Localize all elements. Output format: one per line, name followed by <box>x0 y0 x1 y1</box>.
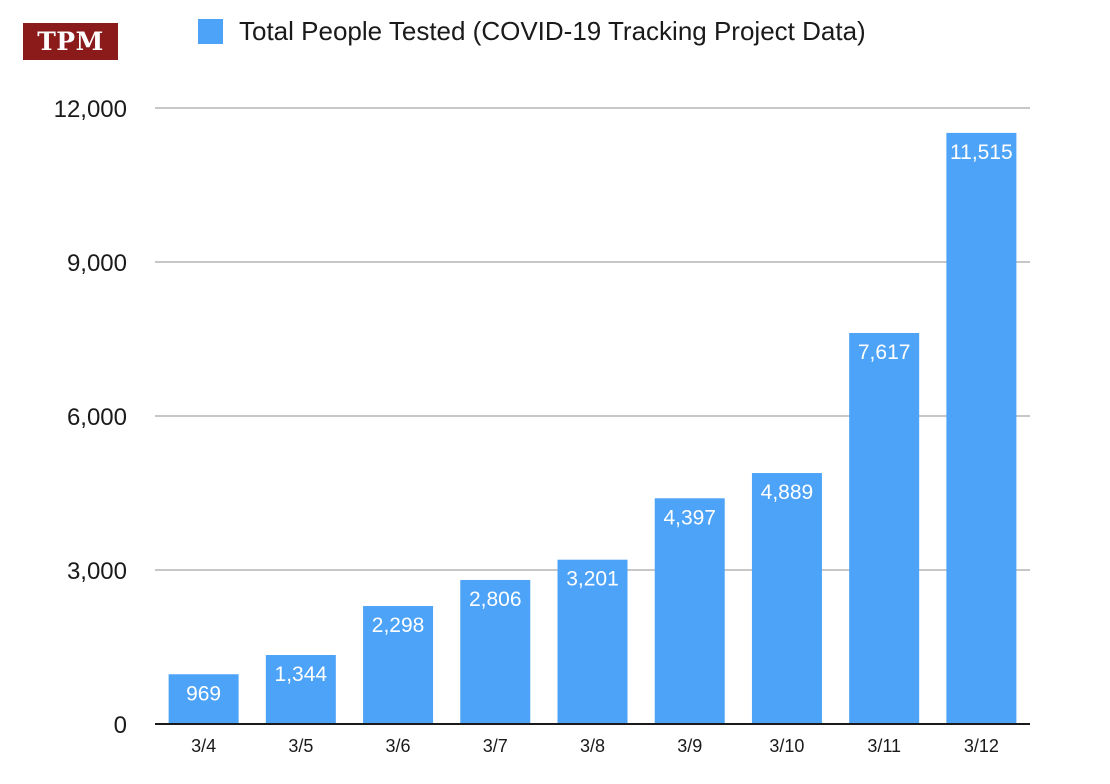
bar <box>363 606 434 724</box>
data-label: 1,344 <box>275 663 328 686</box>
tpm-logo: TPM <box>23 23 118 60</box>
data-label: 11,515 <box>950 141 1013 164</box>
y-tick-label: 6,000 <box>67 404 127 431</box>
data-label: 7,617 <box>858 341 911 364</box>
y-tick-label: 12,000 <box>54 96 127 123</box>
bar <box>265 655 336 724</box>
data-label: 2,806 <box>469 588 522 611</box>
x-tick-label: 3/12 <box>964 736 999 756</box>
logo-text: TPM <box>37 27 104 56</box>
legend-swatch <box>198 18 223 44</box>
bar <box>460 579 531 724</box>
bar <box>557 559 628 724</box>
x-tick-label: 3/9 <box>677 736 702 756</box>
x-tick-label: 3/5 <box>288 736 313 756</box>
data-label: 4,889 <box>761 481 814 504</box>
x-tick-label: 3/10 <box>769 736 804 756</box>
data-label: 969 <box>186 682 221 705</box>
y-tick-label: 0 <box>114 712 127 739</box>
y-tick-label: 3,000 <box>67 558 127 585</box>
y-tick-label: 9,000 <box>67 250 127 277</box>
data-label: 4,397 <box>663 506 716 529</box>
x-tick-label: 3/6 <box>386 736 411 756</box>
bar <box>168 674 239 724</box>
x-tick-label: 3/11 <box>867 736 901 756</box>
x-tick-label: 3/7 <box>483 736 508 756</box>
bar <box>654 498 725 724</box>
x-tick-label: 3/8 <box>580 736 605 756</box>
x-tick-label: 3/4 <box>191 736 216 756</box>
chart-legend: Total People Tested (COVID-19 Tracking P… <box>198 16 866 46</box>
data-label: 2,298 <box>372 614 425 637</box>
bar <box>946 132 1017 724</box>
bar <box>751 473 822 724</box>
legend-label: Total People Tested (COVID-19 Tracking P… <box>239 15 866 46</box>
bar <box>849 332 920 724</box>
data-label: 3,201 <box>566 568 619 591</box>
